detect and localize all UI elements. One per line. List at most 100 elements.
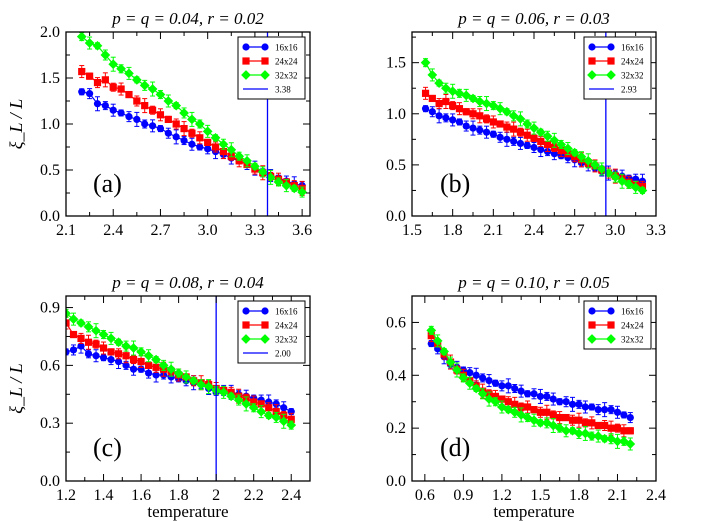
data-point xyxy=(445,357,456,367)
data-point xyxy=(86,72,94,80)
data-point xyxy=(196,134,204,142)
data-point xyxy=(549,135,560,146)
data-point xyxy=(256,406,267,417)
legend-label: 3.38 xyxy=(275,85,291,95)
data-point xyxy=(617,176,627,187)
data-point xyxy=(529,123,539,133)
data-point xyxy=(181,372,191,382)
data-point xyxy=(588,403,596,411)
legend-marker xyxy=(260,334,270,344)
data-point xyxy=(187,114,197,125)
data-point xyxy=(98,329,109,340)
data-point xyxy=(426,325,437,336)
y-tick-label: 2.0 xyxy=(40,24,60,41)
data-point xyxy=(490,396,501,407)
data-point xyxy=(68,314,79,324)
data-point xyxy=(452,365,462,375)
x-tick-label: 2.1 xyxy=(483,222,503,239)
legend-label: 24x24 xyxy=(621,321,644,331)
data-point xyxy=(581,419,589,427)
data-point xyxy=(289,183,300,194)
data-point xyxy=(129,355,138,364)
data-point xyxy=(108,59,119,70)
data-point xyxy=(286,420,297,430)
panel-b: p = q = 0.06, r = 0.03 1.5 1.8 2.1 2.4 2.7 3.0… xyxy=(386,9,666,239)
data-point xyxy=(194,119,205,129)
y-tick-label: 1.0 xyxy=(386,106,406,123)
data-point xyxy=(180,136,188,145)
data-point xyxy=(503,404,514,415)
data-point xyxy=(188,129,196,137)
x-tick-label: 1.8 xyxy=(169,487,189,504)
data-point xyxy=(435,99,443,108)
legend-item: 16x16 xyxy=(588,43,644,53)
data-point xyxy=(210,132,221,143)
legend-label: 24x24 xyxy=(621,57,644,67)
legend-marker xyxy=(242,57,250,65)
data-point xyxy=(420,57,431,68)
data-point xyxy=(576,151,587,162)
data-point xyxy=(567,425,578,436)
data-point xyxy=(606,433,616,444)
legend-marker xyxy=(242,307,250,315)
data-point xyxy=(442,114,450,122)
data-point xyxy=(272,408,280,416)
data-point xyxy=(523,141,531,150)
data-point xyxy=(624,179,634,190)
legend-marker xyxy=(587,70,597,80)
legend-marker xyxy=(260,70,270,80)
y-axis-label: ξ_L / L xyxy=(6,363,26,413)
plot-frame xyxy=(65,295,311,482)
data-point xyxy=(549,395,557,403)
data-point xyxy=(435,112,443,120)
data-point xyxy=(113,337,124,348)
panel-label: (b) xyxy=(440,169,470,198)
data-point xyxy=(152,371,160,379)
x-tick-label: 3.3 xyxy=(245,222,265,239)
series-32x32 xyxy=(66,308,297,430)
data-point xyxy=(84,350,93,358)
data-point xyxy=(472,371,480,379)
data-point xyxy=(137,357,145,366)
data-point xyxy=(101,76,109,84)
data-point xyxy=(474,96,485,107)
data-point xyxy=(461,90,472,101)
data-point xyxy=(503,135,511,143)
data-point xyxy=(625,439,636,449)
data-point xyxy=(117,109,125,117)
y-tick-label: 0.0 xyxy=(386,208,406,225)
y-tick-label: 0.3 xyxy=(40,415,60,432)
data-point xyxy=(477,388,488,399)
data-point xyxy=(117,85,125,93)
data-point xyxy=(517,403,525,411)
x-tick-label: 2.7 xyxy=(565,222,585,239)
panel-d: p = q = 0.10, r = 0.05 0.6 0.9 1.2 1.5 1.8 2.1… xyxy=(386,273,666,521)
data-point xyxy=(173,368,184,378)
data-point xyxy=(593,431,604,441)
legend-marker xyxy=(607,307,615,315)
data-point xyxy=(124,68,134,79)
legend-item: 16x16 xyxy=(242,43,298,53)
legend-item: 16x16 xyxy=(242,307,298,317)
y-tick-label: 0.9 xyxy=(40,300,60,317)
data-point xyxy=(427,332,435,340)
data-point xyxy=(511,400,519,408)
legend-label: 24x24 xyxy=(275,321,298,331)
legend: 16x16 24x24 32x32 3.38 xyxy=(237,36,306,100)
data-point xyxy=(148,122,157,130)
data-point xyxy=(562,398,570,406)
y-tick-label: 0.6 xyxy=(40,357,60,374)
y-tick-label: 0.5 xyxy=(386,157,406,174)
data-point xyxy=(257,166,268,177)
data-point xyxy=(428,108,436,116)
data-point xyxy=(516,139,525,148)
data-point xyxy=(155,89,166,100)
data-point xyxy=(84,338,93,346)
data-point xyxy=(619,436,629,447)
legend: 16x16 24x24 32x32 2.93 xyxy=(583,36,652,100)
data-point xyxy=(455,118,464,126)
data-point xyxy=(265,398,273,406)
data-point xyxy=(233,395,244,405)
data-point xyxy=(131,74,142,85)
y-tick-label: 1.5 xyxy=(386,55,406,72)
